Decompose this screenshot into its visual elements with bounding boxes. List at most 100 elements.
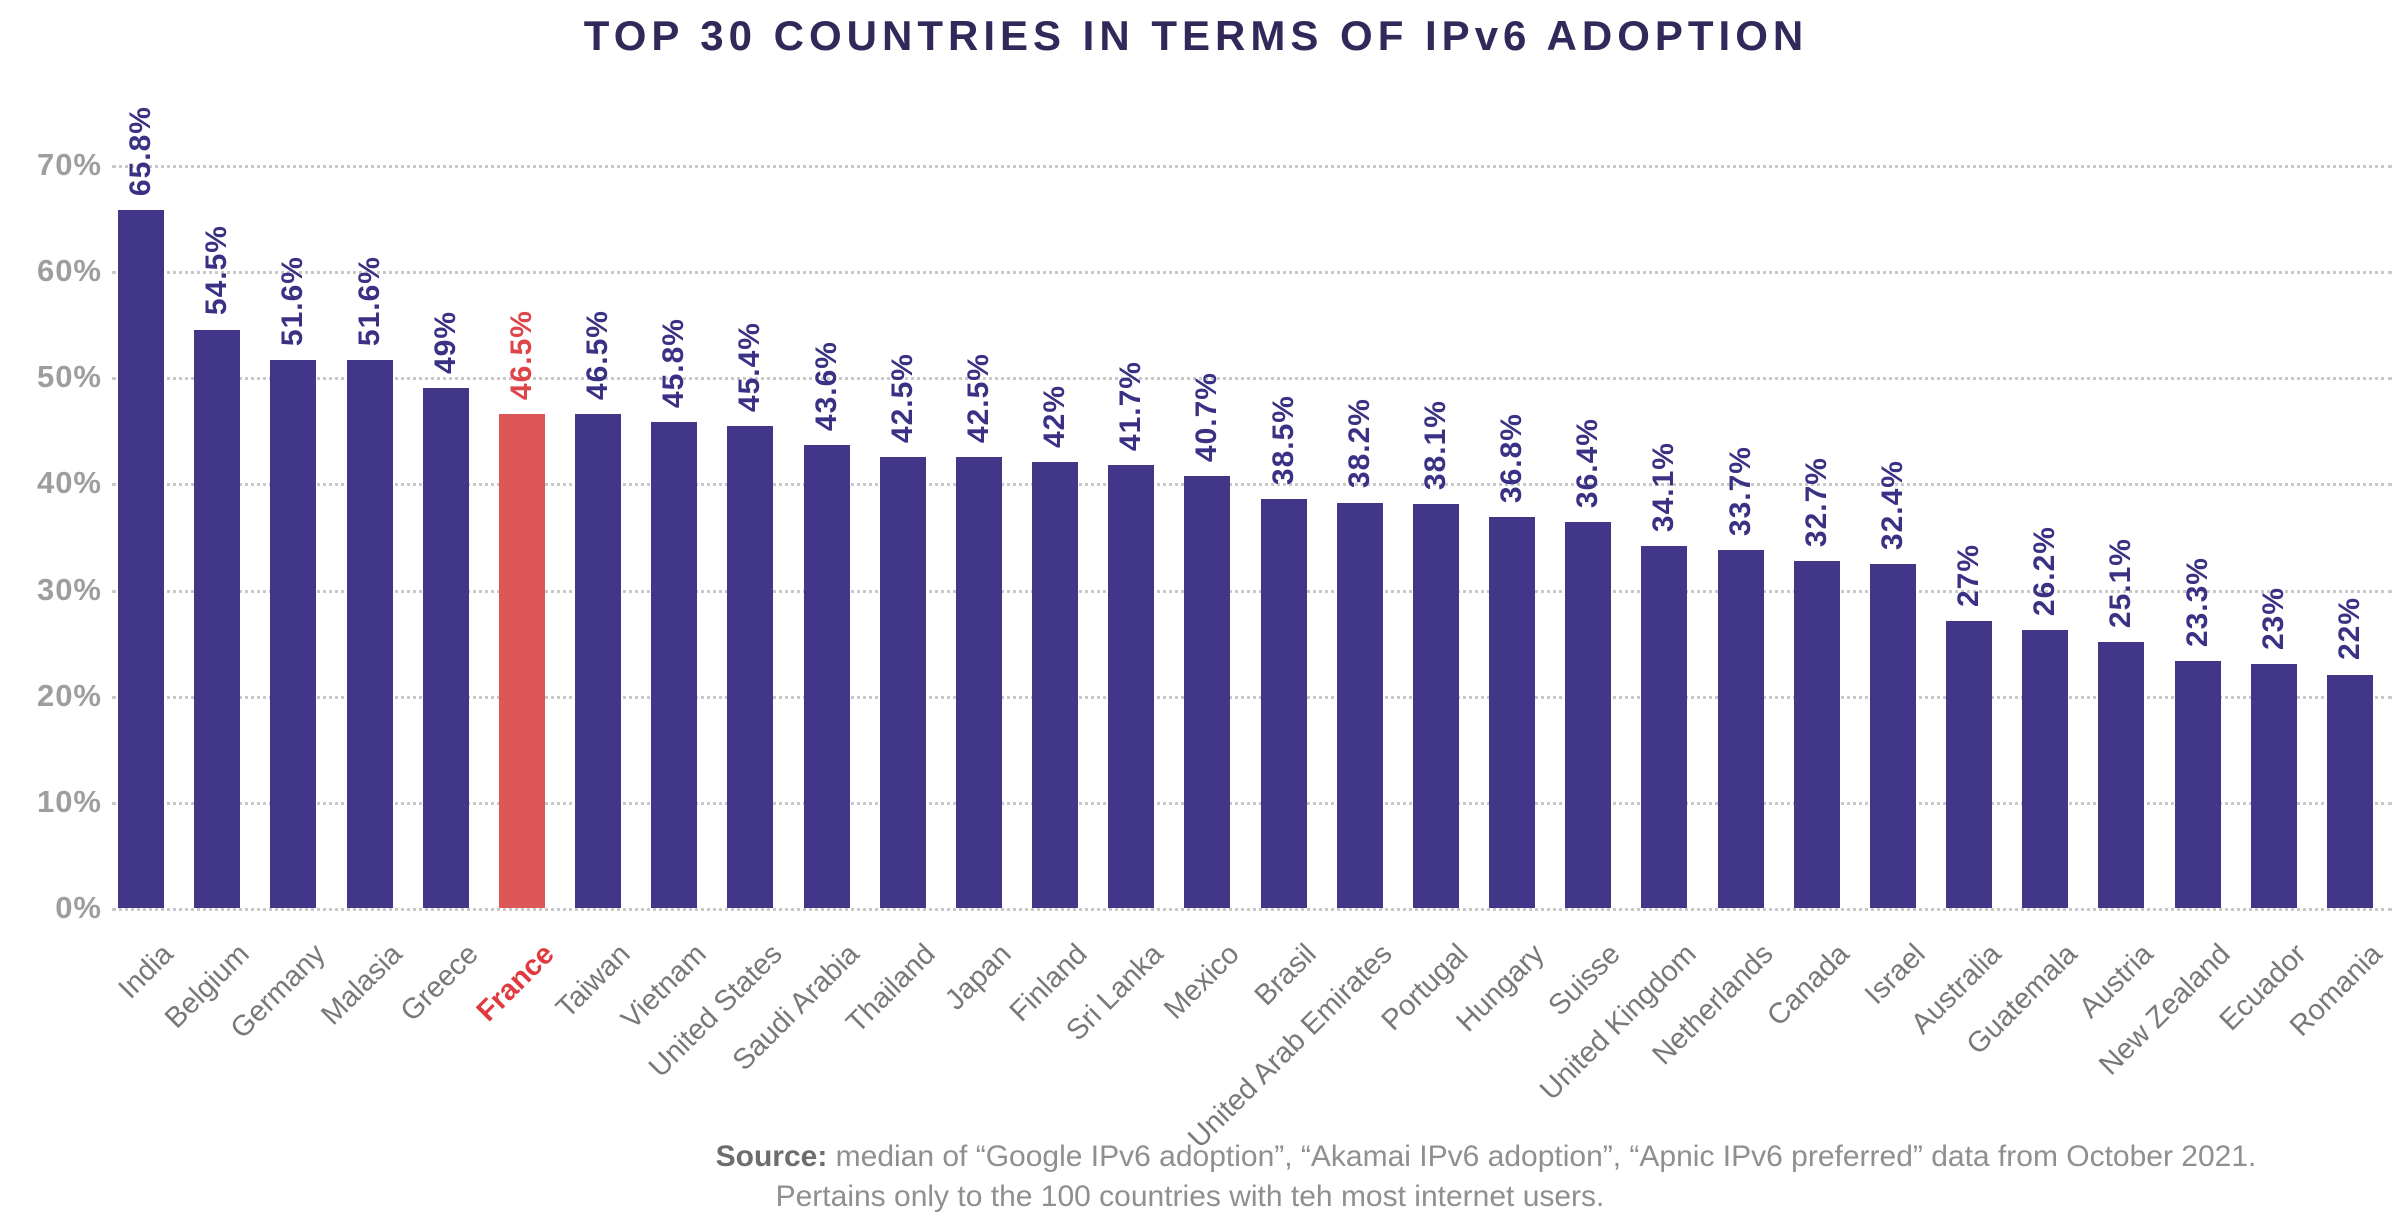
bar-slot-brasil: 38.5% [1260, 165, 1307, 908]
bar-value-united-kingdom: 34.1% [1647, 441, 1681, 533]
bar-slot-portugal: 38.1% [1412, 165, 1459, 908]
y-tick-label-20%: 20% [36, 677, 102, 713]
bar-slot-malasia: 51.6% [346, 165, 393, 908]
bar-value-portugal: 38.1% [1418, 399, 1452, 490]
gridline-20% [112, 695, 2392, 699]
bar-canada [1793, 560, 1840, 908]
bar-value-netherlands: 33.7% [1723, 446, 1757, 537]
bar-belgium [194, 329, 241, 908]
gridline-0% [112, 908, 2392, 911]
bar-slot-united-states: 45.4% [727, 165, 774, 908]
bar-sri-lanka [1108, 465, 1155, 908]
bar-value-brasil: 38.5% [1266, 395, 1300, 486]
bar-mexico [1184, 476, 1231, 908]
x-label-united-states: United States [643, 938, 790, 1084]
y-tick-label-70%: 70% [36, 147, 102, 182]
gridline-50% [112, 377, 2392, 381]
bar-slot-germany: 51.6% [270, 165, 317, 908]
bar-slot-ecuador: 23% [2250, 165, 2297, 908]
bar-value-australia: 27% [1952, 544, 1986, 608]
bar-value-hungary: 36.8% [1495, 413, 1529, 504]
bar-slot-taiwan: 46.5% [575, 165, 622, 908]
bar-slot-united-kingdom: 34.1% [1641, 165, 1688, 908]
bar-slot-belgium: 54.5% [194, 165, 241, 908]
bar-value-greece: 49% [428, 310, 462, 374]
source-label: Source: [715, 1140, 828, 1173]
bar-slot-hungary: 36.8% [1489, 165, 1536, 908]
x-label-greece: Greece [394, 938, 485, 1028]
bar-portugal [1412, 503, 1459, 908]
bar-vietnam [651, 421, 698, 908]
bar-value-suisse: 36.4% [1571, 417, 1605, 508]
bar-slot-vietnam: 45.8% [651, 165, 698, 908]
bar-guatemala [2022, 629, 2069, 908]
gridline-40% [112, 483, 2392, 487]
x-label-france: France [470, 938, 561, 1028]
bar-slot-israel: 32.4% [1869, 165, 1916, 908]
source-text-1: median of “Google IPv6 adoption”, “Akama… [827, 1140, 2257, 1173]
bar-brasil [1260, 499, 1307, 908]
bar-value-new-zealand: 23.3% [2180, 556, 2214, 647]
bar-slot-greece: 49% [422, 165, 469, 908]
gridline-30% [112, 589, 2392, 593]
gridline-10% [112, 801, 2392, 805]
bar-slot-australia: 27% [1946, 165, 1993, 908]
bar-malasia [346, 360, 393, 908]
bar-value-romania: 22% [2332, 597, 2366, 661]
gridline-70% [112, 165, 2392, 168]
bar-hungary [1489, 517, 1536, 908]
bar-value-ecuador: 23% [2256, 586, 2290, 650]
bar-thailand [879, 456, 926, 908]
y-tick-label-40%: 40% [36, 465, 102, 501]
source-line-1: Source: median of “Google IPv6 adoption”… [716, 1140, 2257, 1174]
y-tick-label-0%: 0% [55, 890, 102, 925]
bars-layer: 65.8% 54.5% 51.6% 51.6% 49% 46.5% 46.5% 45.8% 45… [118, 106, 2373, 908]
bar-value-united-states: 45.4% [733, 322, 767, 413]
bar-slot-thailand: 42.5% [879, 165, 926, 908]
bar-slot-united-arab-emirates: 38.2% [1336, 165, 1383, 908]
bar-value-canada: 32.7% [1799, 456, 1833, 547]
bar-value-finland: 42% [1038, 385, 1072, 449]
bar-israel [1869, 564, 1916, 908]
bar-united-arab-emirates [1336, 502, 1383, 908]
bar-slot-austria: 25.1% [2098, 165, 2145, 908]
bar-value-india: 65.8% [124, 105, 157, 196]
bar-value-malasia: 51.6% [352, 256, 386, 347]
bar-value-saudi-arabia: 43.6% [809, 341, 843, 432]
bar-slot-canada: 32.7% [1793, 165, 1840, 908]
x-axis-labels: India Belgium Germany Malasia Greece France Ta… [113, 908, 2389, 1154]
bar-value-guatemala: 26.2% [2028, 525, 2062, 616]
bar-new-zealand [2174, 660, 2221, 908]
bar-value-france: 46.5% [504, 310, 538, 401]
x-label-mexico: Mexico [1158, 938, 1247, 1026]
bar-slot-sri-lanka: 41.7% [1108, 165, 1155, 908]
bar-value-austria: 25.1% [2104, 537, 2138, 628]
bar-slot-netherlands: 33.7% [1717, 165, 1764, 908]
x-label-india: India [112, 938, 180, 1006]
bar-slot-india: 65.8% [118, 106, 164, 908]
bar-united-states [727, 426, 774, 908]
bar-value-thailand: 42.5% [885, 352, 919, 443]
bar-slot-mexico: 40.7% [1184, 165, 1231, 908]
bar-value-germany: 51.6% [276, 256, 310, 347]
y-tick-label-60%: 60% [36, 253, 102, 289]
bar-finland [1032, 462, 1079, 908]
bar-austria [2098, 641, 2145, 908]
bar-value-united-arab-emirates: 38.2% [1342, 398, 1376, 489]
bar-slot-guatemala: 26.2% [2022, 165, 2069, 908]
bar-value-vietnam: 45.8% [657, 317, 691, 408]
bar-ecuador [2250, 663, 2297, 908]
bar-india [118, 209, 164, 908]
bar-romania [2326, 674, 2373, 908]
x-label-malasia: Malasia [314, 938, 409, 1032]
source-line-2: Pertains only to the 100 countries with … [776, 1180, 1605, 1214]
chart-title: TOP 30 COUNTRIES IN TERMS OF IPv6 ADOPTI… [583, 12, 1809, 59]
bar-france [498, 414, 545, 908]
bar-value-mexico: 40.7% [1190, 371, 1224, 462]
bar-slot-finland: 42% [1032, 165, 1079, 908]
x-label-canada: Canada [1760, 938, 1856, 1033]
bar-value-belgium: 54.5% [200, 225, 234, 316]
bar-saudi-arabia [803, 445, 850, 908]
bar-slot-saudi-arabia: 43.6% [803, 165, 850, 908]
